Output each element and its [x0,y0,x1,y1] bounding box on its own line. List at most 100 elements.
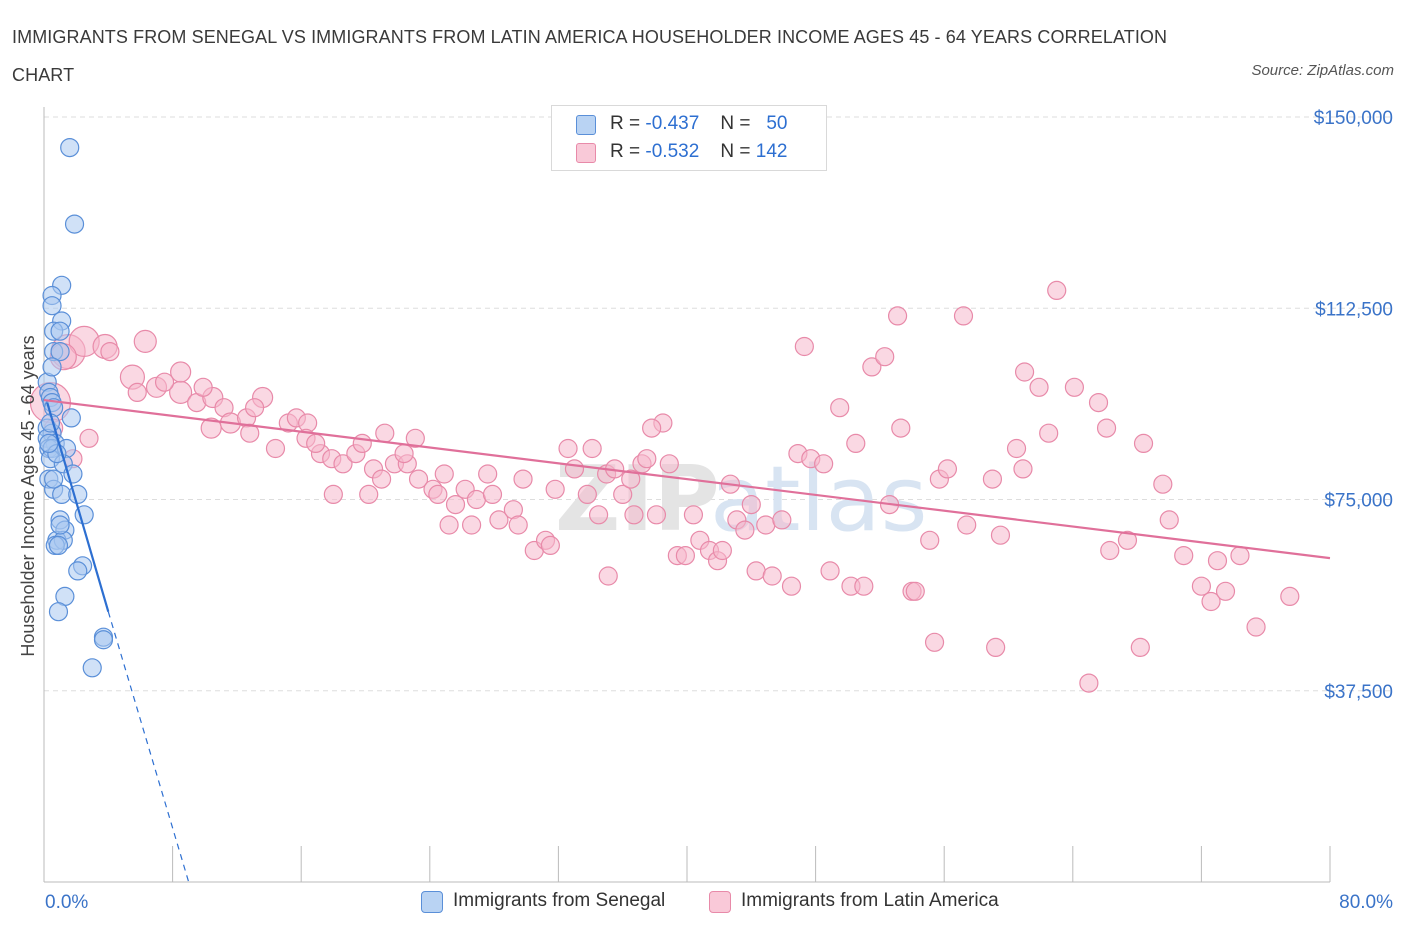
y-tick-label: $150,000 [1314,108,1393,129]
latam-point [794,336,814,357]
latam-point [371,469,392,489]
latam-point [820,561,840,581]
latam-point [762,566,782,586]
latam-point [154,372,175,392]
latam-point [1207,551,1228,571]
senegal-point [82,658,102,678]
latam-point [394,444,414,464]
senegal-point [50,321,70,341]
latam-point [1064,377,1085,397]
latam-point [1133,433,1154,453]
latam-point [445,495,466,515]
latam-point [920,530,940,550]
latam-point [982,469,1003,489]
latam-point [1006,438,1027,459]
latam-point [986,637,1006,658]
senegal-point [44,469,64,489]
latam-point [193,377,213,397]
latam-point [461,515,482,535]
latam-legend-label: Immigrants from Latin America [741,890,999,911]
senegal-legend-label: Immigrants from Senegal [453,890,666,911]
latam-point [1230,545,1250,566]
latam-point [735,520,755,540]
y-tick-label: $37,500 [1324,682,1393,703]
latam-point [513,469,533,489]
latam-point [333,454,353,474]
latam-point [957,515,977,535]
senegal-point [50,515,70,535]
latam-point [830,398,850,418]
latam-point [1153,474,1173,494]
latam-point [545,479,565,499]
senegal-swatch [576,115,596,135]
latam-point [1029,377,1049,397]
senegal-point [39,433,59,453]
latam-point [862,357,882,377]
latam-point [621,469,641,489]
latam-point [1280,586,1300,607]
latam-point [588,505,609,525]
latam-point [1039,423,1059,443]
latam-point [781,576,802,596]
latam-point [659,454,679,474]
senegal-trend-extension [107,611,190,883]
latam-point [127,382,147,402]
latam-point [323,484,343,504]
x-tick-label: 0.0% [45,892,88,913]
latam-point [1014,362,1035,382]
latam-point [408,469,429,489]
latam-swatch [576,143,596,163]
y-axis-title: Householder Income Ages 45 - 64 years [18,335,38,656]
latam-point [375,423,395,443]
latam-point [577,484,597,504]
latam-point [1013,459,1033,479]
correlation-legend: R = -0.437 N = 50 R = -0.532 N = 142 [551,105,827,171]
y-tick-label: $75,000 [1324,491,1393,512]
latam-point [613,484,633,504]
senegal-point [93,630,114,650]
latam-point [846,433,866,453]
chart-title: IMMIGRANTS FROM SENEGAL VS IMMIGRANTS FR… [12,27,1168,85]
latam-point [1047,280,1067,300]
latam-point [478,464,498,484]
latam-point [1088,393,1109,413]
latam-point [756,515,776,535]
latam-point [854,576,874,596]
latam-point [905,581,925,601]
latam-point [244,398,265,418]
latam-point [891,418,911,438]
latam-point [1191,576,1212,596]
latam-point [675,545,695,566]
latam-point [772,510,792,530]
latam-point [887,306,908,326]
latam-point [937,459,958,479]
latam-point [466,489,487,510]
latam-point [683,505,704,525]
r-label: R = [610,113,641,134]
n-label: N = [720,141,751,162]
latam-point [1100,540,1120,561]
latam-point [924,632,945,652]
senegal-point [42,296,62,316]
axis-labels: $150,000 $112,500 $75,000 $37,500 0.0% 80.0% H… [18,108,1393,913]
senegal-point [48,602,69,622]
latam-point [1215,581,1236,601]
latam-point [564,459,585,479]
senegal-point [42,357,62,377]
senegal-swatch [421,891,443,913]
trend-lines [43,398,1331,883]
senegal-point [50,342,70,362]
latam-point [1201,591,1221,612]
latam-point [100,342,120,362]
latam-point [1130,637,1150,658]
latam-point [875,347,895,367]
r-label: R = [610,141,641,162]
senegal-point [60,138,80,158]
latam-point [624,505,644,525]
latam-point [637,449,657,469]
latam-point [265,438,286,459]
latam-point [439,515,459,535]
latam-point [712,540,732,561]
latam-point [953,306,974,326]
